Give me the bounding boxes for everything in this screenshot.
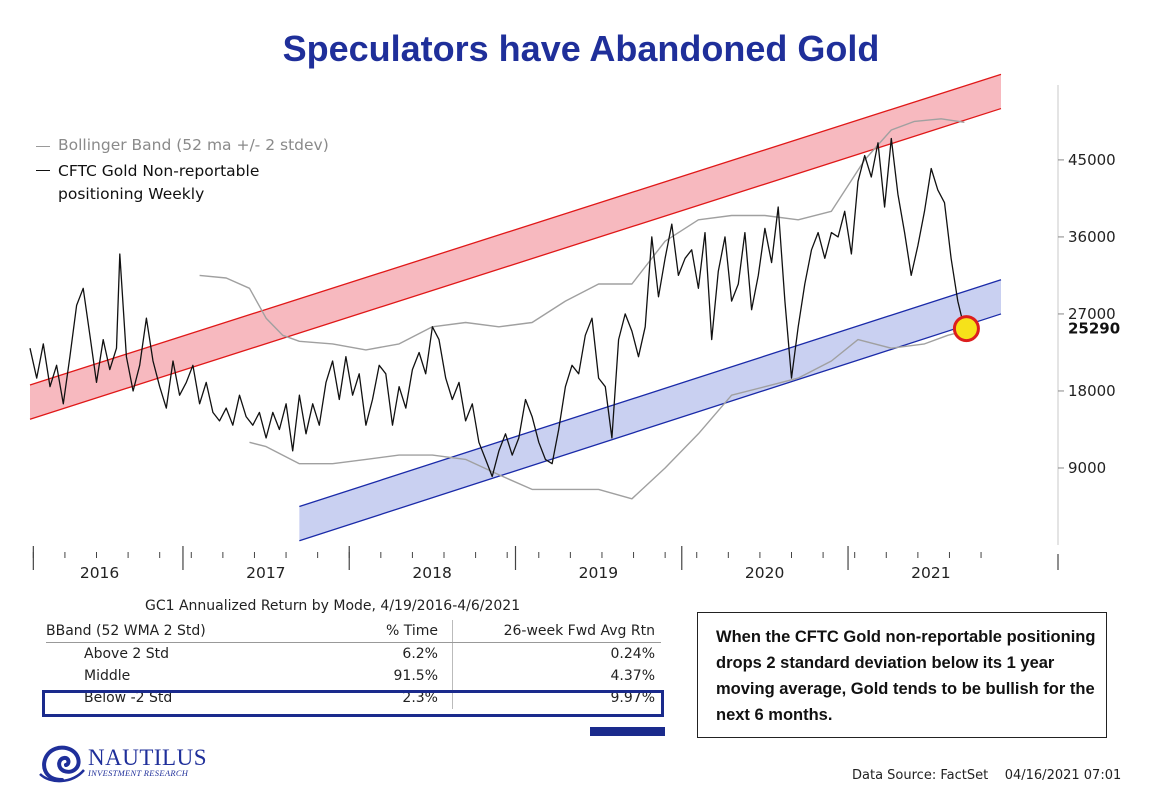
row-mode: Above 2 Std (84, 646, 169, 662)
lower-channel-top-line (299, 279, 1002, 508)
y-tick-label: 45000 (1068, 151, 1116, 169)
last-value-label: 25290 (1068, 320, 1120, 338)
legend-band-label: Bollinger Band (52 ma +/- 2 stdev) (58, 136, 329, 154)
logo-wordmark: NAUTILUS INVESTMENT RESEARCH (88, 746, 207, 778)
row-return: 4.37% (610, 668, 655, 684)
timestamp: 04/16/2021 07:01 (1004, 768, 1122, 783)
row-return: 9.97% (610, 690, 655, 706)
x-tick-label: 2021 (911, 564, 950, 582)
positioning-series-line (29, 137, 966, 478)
data-source: Data Source: FactSet (852, 768, 989, 783)
x-tick-label: 2017 (246, 564, 285, 582)
y-tick-label: 18000 (1068, 382, 1116, 400)
bollinger-upper-line (199, 118, 965, 351)
y-tick-label: 27000 (1068, 305, 1116, 323)
header-time: % Time (336, 620, 453, 643)
x-tick-label: 2016 (80, 564, 119, 582)
bollinger-band-lines (199, 118, 965, 500)
last-value-marker (952, 315, 980, 343)
y-tick-label: 9000 (1068, 459, 1106, 477)
table-row: Middle 91.5% 4.37% (46, 665, 661, 687)
last-value-marker-circle (952, 315, 980, 343)
legend-item-positioning: CFTC Gold Non-reportable positioning Wee… (36, 160, 348, 206)
highlight-box (42, 690, 664, 717)
lower-channel-fill (299, 279, 1001, 541)
row-mode: Middle (84, 668, 131, 684)
bollinger-lower-line (249, 330, 965, 500)
legend-line-label: CFTC Gold Non-reportable positioning Wee… (58, 162, 260, 203)
positioning-chart: 45000 36000 27000 18000 9000 25290 2016 2017 201… (29, 73, 1120, 582)
legend-line-swatch (36, 170, 50, 171)
table-header-row: BBand (52 WMA 2 Std) % Time 26-week Fwd … (46, 620, 661, 643)
y-tick-label: 36000 (1068, 228, 1116, 246)
legend-item-band: Bollinger Band (52 ma +/- 2 stdev) (36, 136, 348, 154)
header-mode: BBand (52 WMA 2 Std) (46, 620, 336, 643)
legend: Bollinger Band (52 ma +/- 2 stdev) CFTC … (36, 136, 348, 212)
x-tick-label: 2018 (412, 564, 451, 582)
x-tick-label: 2019 (579, 564, 618, 582)
upper-channel-fill (30, 74, 1001, 420)
page-title: Speculators have Abandoned Gold (282, 28, 880, 69)
conclusion-note: When the CFTC Gold non-reportable positi… (697, 612, 1107, 738)
source-line: Data Source: FactSet 04/16/2021 07:01 (852, 768, 1121, 783)
nautilus-shell-icon (39, 745, 85, 783)
table-row: Above 2 Std 6.2% 0.24% (46, 642, 661, 665)
x-tick-label: 2020 (745, 564, 784, 582)
row-time: 91.5% (336, 665, 453, 687)
positioning-line (29, 137, 966, 478)
returns-table: BBand (52 WMA 2 Std) % Time 26-week Fwd … (46, 620, 661, 709)
row-mode: Below -2 Std (84, 690, 173, 706)
logo-name: NAUTILUS (88, 745, 207, 771)
table-caption: GC1 Annualized Return by Mode, 4/19/2016… (145, 598, 521, 614)
nautilus-logo: NAUTILUS INVESTMENT RESEARCH (36, 740, 207, 784)
lower-channel-bottom-line (299, 313, 1002, 542)
upper-channel-top-line (29, 73, 1002, 386)
accent-bar (590, 727, 665, 736)
axes: 45000 36000 27000 18000 9000 25290 2016 2017 201… (32, 85, 1120, 582)
row-time: 6.2% (336, 642, 453, 665)
legend-band-swatch (36, 146, 50, 147)
header-return: 26-week Fwd Avg Rtn (452, 620, 661, 643)
logo-tagline: INVESTMENT RESEARCH (88, 768, 189, 779)
row-return: 0.24% (610, 646, 655, 662)
